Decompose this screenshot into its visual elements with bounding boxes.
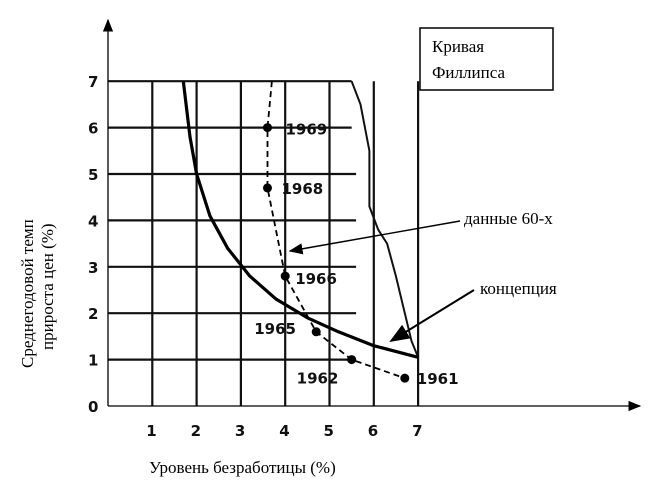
- grid-layer: [108, 80, 420, 406]
- callout-data-60s-arrow: [288, 220, 461, 255]
- data-label-1962: 1962: [297, 370, 339, 388]
- data-point-1962: [347, 355, 357, 365]
- y-axis-title-line-2: прироста цен (%): [38, 223, 57, 350]
- y-tick-label: 3: [88, 259, 98, 277]
- x-tick-label: 4: [279, 422, 289, 440]
- axes-layer: [102, 18, 642, 412]
- data-point-1965: [311, 327, 321, 337]
- callout-concept-label: концепция: [480, 279, 557, 298]
- callout-concept: концепция: [389, 279, 557, 343]
- callout-data-60s-label: данные 60-х: [464, 209, 553, 228]
- data-points: 1961 1962 1965 1966 1968 1969: [254, 121, 458, 389]
- x-tick-label: 5: [324, 422, 334, 440]
- tick-labels: 1 2 3 4 5 6 7 0 1 2 3 4 5 6 7: [88, 73, 423, 440]
- y-tick-label: 2: [88, 305, 98, 323]
- data-label-1965: 1965: [254, 320, 296, 338]
- x-axis-title: Уровень безработицы (%): [149, 458, 336, 477]
- data-label-1966: 1966: [295, 270, 337, 288]
- y-tick-label: 1: [88, 352, 98, 370]
- data-point-1966: [280, 271, 290, 281]
- x-tick-label: 3: [235, 422, 245, 440]
- y-tick-label: 6: [88, 120, 98, 138]
- x-tick-label: 6: [368, 422, 378, 440]
- chart-title-line-1: Кривая: [432, 37, 484, 56]
- data-label-1961: 1961: [417, 370, 459, 388]
- envelope-curve: [350, 80, 420, 358]
- y-tick-label: 7: [88, 73, 98, 91]
- y-axis-title-line-1: Среднегодовой темп: [18, 219, 37, 368]
- callout-data-60s: данные 60-х: [288, 209, 553, 255]
- y-tick-label: 5: [88, 166, 98, 184]
- x-tick-label: 2: [191, 422, 201, 440]
- x-tick-label: 7: [412, 422, 422, 440]
- callout-concept-arrow: [389, 289, 475, 343]
- title-frame: [419, 27, 554, 91]
- data-point-1969: [262, 123, 272, 133]
- data-point-1968: [262, 183, 272, 193]
- chart-title-line-2: Филлипса: [432, 63, 505, 82]
- data-label-1969: 1969: [285, 121, 327, 139]
- data-label-1968: 1968: [281, 180, 323, 198]
- y-tick-label: 0: [88, 398, 98, 416]
- series-concept-line: [181, 81, 419, 359]
- x-tick-label: 1: [146, 422, 156, 440]
- chart-title-box: Кривая Филлипса: [419, 27, 554, 91]
- y-tick-label: 4: [88, 212, 98, 230]
- data-point-1961: [400, 373, 410, 383]
